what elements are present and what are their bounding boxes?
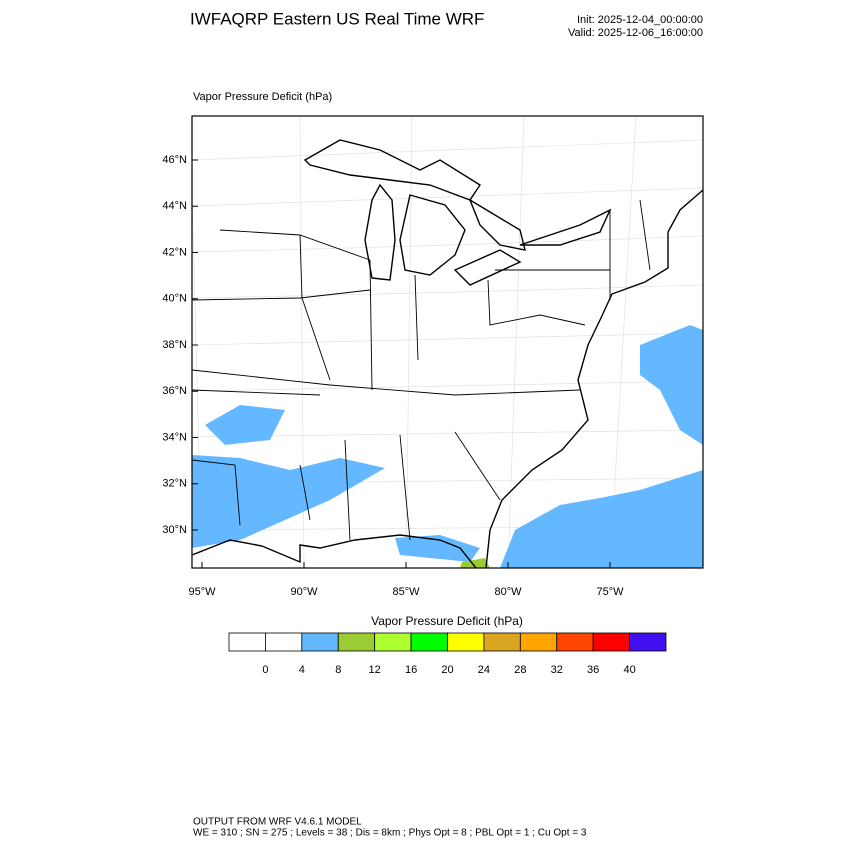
footer-line: OUTPUT FROM WRF V4.6.1 MODEL (193, 817, 362, 828)
coastlines (192, 139, 703, 568)
vpd-shading-green (460, 558, 490, 568)
lat-label: 30°N (162, 524, 187, 536)
colorbar-label: 36 (587, 664, 599, 676)
lat-label: 36°N (162, 385, 187, 397)
colorbar-box (337, 632, 376, 652)
colorbar-label: 32 (551, 664, 563, 676)
title: IWFAQRP Eastern US Real Time WRF (190, 9, 484, 28)
colorbar-label: 8 (335, 664, 341, 676)
colorbar-label: 40 (623, 664, 635, 676)
lat-label: 32°N (162, 478, 187, 490)
colorbar-box (592, 632, 630, 652)
colorbar-box (629, 632, 667, 652)
colorbar-label: 4 (299, 664, 305, 676)
init-time: Init: 2025-12-04_00:00:00 (577, 14, 703, 26)
colorbar-label: 24 (478, 664, 490, 676)
colorbar-label: 16 (405, 664, 417, 676)
colorbar-box (483, 632, 521, 652)
lon-label: 80°W (494, 586, 522, 598)
colorbar-label: 0 (262, 664, 268, 676)
colorbar-title: Vapor Pressure Deficit (hPa) (371, 614, 523, 628)
lat-label: 38°N (162, 339, 187, 351)
state-lines (192, 199, 651, 541)
map-label: Vapor Pressure Deficit (hPa) (193, 91, 332, 103)
footer-line: WE = 310 ; SN = 275 ; Levels = 38 ; Dis … (193, 828, 587, 839)
colorbar-box (447, 632, 485, 652)
colorbar-box (519, 632, 558, 652)
map (191, 115, 704, 569)
colorbar-box (374, 632, 412, 652)
colorbar-label: 28 (514, 664, 526, 676)
lat-labels: 46°N 44°N 42°N 40°N 38°N 36°N 34°N 32°N 30°N (162, 154, 198, 536)
lat-label: 34°N (162, 431, 187, 443)
lat-label: 40°N (162, 293, 187, 305)
lon-label: 85°W (392, 586, 420, 598)
colorbar-label: 20 (441, 664, 453, 676)
colorbar-box (556, 632, 594, 652)
colorbar-box (301, 632, 339, 652)
lon-label: 95°W (188, 586, 216, 598)
lon-labels: 95°W 90°W 85°W 80°W 75°W (188, 562, 624, 598)
lon-label: 75°W (596, 586, 624, 598)
colorbar-label: 12 (369, 664, 381, 676)
colorbar: 0 4 8 12 16 20 24 28 32 36 40 (228, 632, 667, 676)
colorbar-box (265, 632, 303, 652)
lat-label: 44°N (162, 200, 187, 212)
lat-label: 46°N (162, 154, 187, 166)
vpd-shading (192, 325, 703, 568)
colorbar-box (228, 632, 266, 652)
colorbar-box (410, 632, 448, 652)
valid-time: Valid: 2025-12-06_16:00:00 (568, 27, 703, 39)
lat-label: 42°N (162, 246, 187, 258)
lon-label: 90°W (290, 586, 318, 598)
